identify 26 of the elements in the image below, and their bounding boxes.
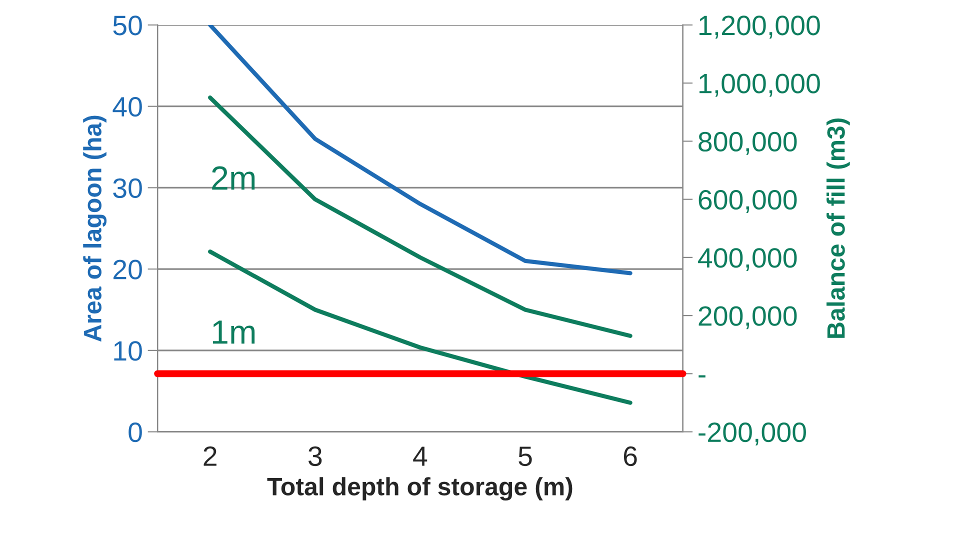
line-series xyxy=(208,24,632,276)
y2-tick-label: - xyxy=(698,375,706,378)
series-label: 2m xyxy=(212,166,255,190)
y-tick-label: 10 xyxy=(114,341,142,361)
x-axis-title: Total depth of storage (m) xyxy=(267,477,572,501)
y2-tick-label: 400,000 xyxy=(698,248,797,272)
y2-tick-label: -200,000 xyxy=(698,422,806,446)
y2-tick-label: 800,000 xyxy=(698,132,797,155)
y-tick-label: 0 xyxy=(128,422,142,442)
y-tick-label: 40 xyxy=(112,97,142,117)
x-tick-label: 5 xyxy=(518,446,532,466)
y2-tick-label: 200,000 xyxy=(698,306,797,330)
y2-axis-title: Balance of fill (m3) xyxy=(826,118,850,338)
x-tick-label: 6 xyxy=(624,446,637,466)
x-tick-label: 3 xyxy=(308,446,322,466)
y-tick-label: 50 xyxy=(113,16,142,36)
y-tick-label: 20 xyxy=(113,260,142,280)
x-tick-label: 4 xyxy=(413,446,428,466)
y-tick-label: 30 xyxy=(113,178,142,198)
line-series xyxy=(208,250,632,405)
y2-tick-label: 1,200,000 xyxy=(700,16,820,39)
series-label: 1m xyxy=(212,320,255,344)
y2-tick-label: 600,000 xyxy=(698,190,797,213)
x-tick-label: 2 xyxy=(204,446,216,466)
y2-tick-label: 1,000,000 xyxy=(700,74,820,97)
y-axis-title: Area of lagoon (ha) xyxy=(83,116,107,342)
